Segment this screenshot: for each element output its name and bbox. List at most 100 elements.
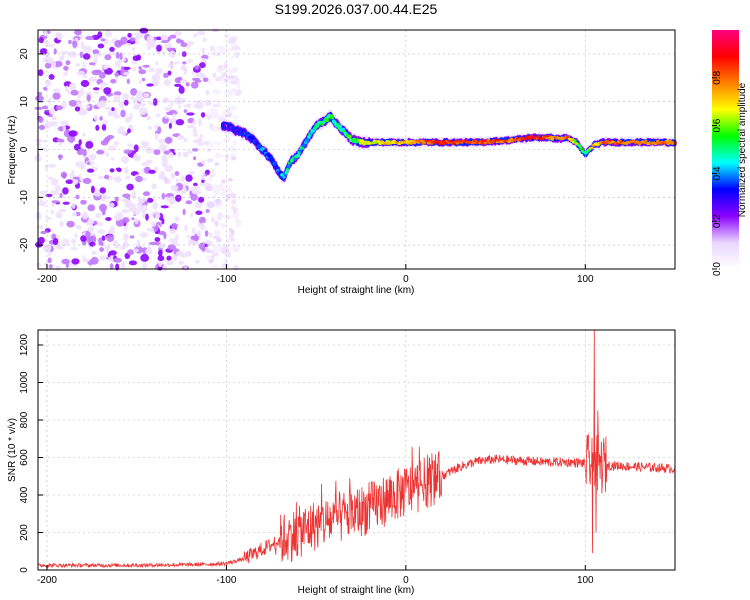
ridge-segment bbox=[306, 138, 310, 142]
speckle-dot bbox=[61, 238, 70, 247]
speckle-dot bbox=[87, 154, 97, 158]
speckle-dot bbox=[206, 110, 211, 118]
speckle-dot bbox=[46, 44, 55, 48]
speckle-dot bbox=[68, 51, 77, 58]
speckle-dot bbox=[55, 244, 64, 250]
speckle-dot bbox=[180, 79, 189, 84]
speckle-dot bbox=[122, 93, 130, 101]
speckle-dot bbox=[47, 163, 57, 168]
speckle-dot bbox=[87, 168, 95, 173]
colorbar: 0.0 0.2 0.4 0.6 0.8 Normalized spectral ampl… bbox=[712, 30, 748, 276]
speckle-dot bbox=[154, 237, 161, 242]
speckle-dot bbox=[125, 202, 132, 207]
speckle-dot bbox=[101, 235, 106, 241]
speckle-dot bbox=[123, 149, 133, 154]
colorbar-ticks: 0.0 0.2 0.4 0.6 0.8 bbox=[712, 70, 723, 276]
speckle-dot bbox=[146, 45, 152, 51]
speckle-dot bbox=[205, 89, 210, 96]
speckle-dot bbox=[72, 212, 77, 217]
speckle-dot bbox=[222, 80, 230, 85]
x-tick-label: -200 bbox=[37, 575, 57, 586]
speckle-dot bbox=[59, 221, 64, 227]
speckle-dot bbox=[38, 116, 44, 123]
speckle-dot bbox=[138, 69, 147, 75]
speckle-dot bbox=[164, 106, 173, 112]
speckle-dot bbox=[98, 175, 104, 180]
speckle-dot bbox=[232, 139, 237, 147]
speckle-dot bbox=[154, 213, 161, 219]
ridge-segment bbox=[267, 154, 271, 158]
speckle-dot bbox=[75, 161, 85, 168]
speckle-dot bbox=[50, 189, 59, 196]
speckle-dot bbox=[205, 185, 213, 192]
speckle-dot bbox=[92, 49, 100, 54]
speckle-dot bbox=[104, 54, 112, 61]
spectrogram-x-ticks: -200 -100 0 100 bbox=[37, 264, 594, 285]
speckle-dot bbox=[89, 241, 96, 247]
speckle-dot bbox=[214, 188, 221, 195]
speckle-dot bbox=[196, 30, 206, 36]
speckle-dot bbox=[211, 114, 220, 120]
speckle-dot bbox=[136, 201, 143, 210]
speckle-dot bbox=[202, 37, 207, 43]
speckle-dot bbox=[104, 67, 113, 75]
speckle-dot bbox=[104, 174, 110, 180]
speckle-dot bbox=[228, 89, 238, 94]
speckle-dot bbox=[161, 40, 169, 44]
speckle-dot bbox=[40, 230, 47, 235]
speckle-dot bbox=[129, 37, 136, 42]
speckle-dot bbox=[80, 79, 90, 88]
x-tick-label: 0 bbox=[403, 575, 409, 586]
speckle-dot bbox=[213, 184, 220, 190]
speckle-dot bbox=[218, 65, 223, 69]
speckle-dot bbox=[143, 141, 150, 147]
colorbar-label: Normalized spectral amplitude bbox=[737, 82, 748, 217]
speckle-dot bbox=[199, 181, 206, 187]
speckle-dot bbox=[219, 191, 229, 197]
speckle-dot bbox=[230, 80, 238, 85]
speckle-dot bbox=[113, 257, 122, 263]
speckle-dot bbox=[229, 227, 233, 232]
speckle-dot bbox=[113, 176, 123, 183]
speckle-dot bbox=[178, 85, 185, 94]
speckle-dot bbox=[85, 35, 94, 41]
y-tick-label: 1000 bbox=[19, 371, 30, 394]
speckle-dot bbox=[104, 136, 112, 141]
speckle-dot bbox=[215, 204, 222, 209]
x-tick-label: -200 bbox=[37, 274, 57, 285]
speckle-dot bbox=[145, 213, 149, 221]
speckle-dot bbox=[54, 185, 62, 192]
speckle-dot bbox=[87, 218, 95, 226]
speckle-dot bbox=[74, 106, 81, 112]
speckle-dot bbox=[95, 212, 102, 218]
speckle-dot bbox=[45, 79, 52, 87]
speckle-dot bbox=[233, 264, 239, 271]
speckle-dot bbox=[78, 139, 82, 146]
speckle-dot bbox=[166, 47, 176, 51]
speckle-dot bbox=[101, 197, 106, 202]
speckle-dot bbox=[223, 257, 228, 263]
speckle-dot bbox=[52, 88, 61, 94]
ridge-segment bbox=[550, 138, 555, 141]
speckle-dot bbox=[177, 135, 185, 140]
speckle-dot bbox=[100, 241, 104, 247]
speckle-dot bbox=[185, 250, 192, 257]
speckle-dot bbox=[74, 233, 78, 239]
speckle-dot bbox=[180, 175, 185, 182]
speckle-dot bbox=[214, 98, 219, 103]
speckle-dot bbox=[36, 142, 42, 147]
speckle-dot bbox=[35, 211, 42, 220]
speckle-dot bbox=[60, 50, 69, 55]
speckle-dot bbox=[212, 72, 217, 78]
speckle-dot bbox=[65, 179, 74, 184]
speckle-dot bbox=[124, 116, 131, 123]
speckle-dot bbox=[72, 179, 79, 185]
speckle-dot bbox=[72, 176, 80, 180]
speckle-dot bbox=[220, 223, 226, 229]
speckle-dot bbox=[44, 228, 51, 233]
speckle-dot bbox=[97, 222, 104, 227]
speckle-dot bbox=[221, 179, 226, 184]
speckle-dot bbox=[210, 195, 217, 199]
speckle-dot bbox=[100, 140, 109, 146]
speckle-dot bbox=[169, 50, 176, 59]
